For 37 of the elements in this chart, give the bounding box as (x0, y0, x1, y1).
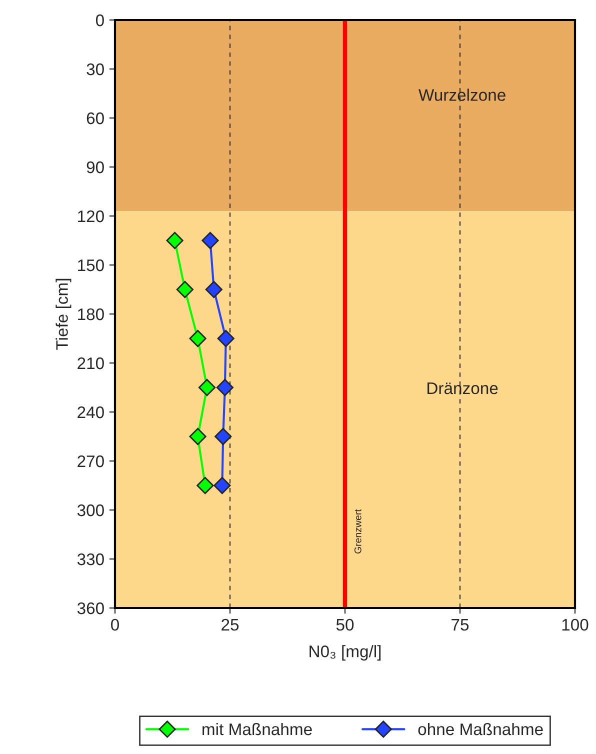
point (217, 330, 234, 348)
point (166, 232, 184, 250)
y-axis-title: Tiefe [cm] (56, 278, 72, 350)
y-tick-label: 180 (78, 308, 104, 320)
y-tick-label: 0 (96, 14, 104, 26)
point (214, 428, 232, 446)
point (214, 476, 231, 494)
legend-label: mit Maßnahme (202, 722, 312, 736)
point (198, 378, 216, 396)
band-label: Wurzelzone (418, 88, 506, 101)
y-tick-label: 330 (77, 553, 104, 566)
x-tick-label: 75 (452, 619, 469, 631)
y-tick-label: 270 (78, 455, 104, 468)
y-tick-label: 360 (77, 602, 104, 614)
y-tick-label: 120 (78, 210, 104, 222)
point (205, 280, 222, 298)
x-tick-label: 25 (222, 618, 239, 631)
y-tick-label: 210 (78, 357, 104, 370)
point (202, 232, 219, 250)
point (176, 280, 194, 298)
band-label: Dränzone (428, 382, 498, 394)
y-tick-label: 90 (86, 161, 104, 174)
y-tick-label: 60 (86, 112, 104, 124)
ref-line-label: Grenzwert (354, 509, 362, 554)
y-tick-label: 240 (78, 406, 104, 418)
x-tick-label: 0 (111, 618, 119, 631)
point (189, 428, 206, 446)
point (189, 330, 206, 348)
x-tick-label: 100 (562, 618, 588, 631)
y-tick-label: 300 (77, 504, 104, 516)
x-axis-title: N0₃ [mg/l] (310, 645, 381, 661)
x-tick-label: 50 (336, 618, 354, 631)
y-tick-label: 150 (78, 259, 104, 272)
point (216, 378, 234, 396)
y-tick-label: 30 (86, 63, 104, 76)
point (196, 476, 214, 494)
legend-label: ohne Maßnahme (418, 722, 543, 736)
